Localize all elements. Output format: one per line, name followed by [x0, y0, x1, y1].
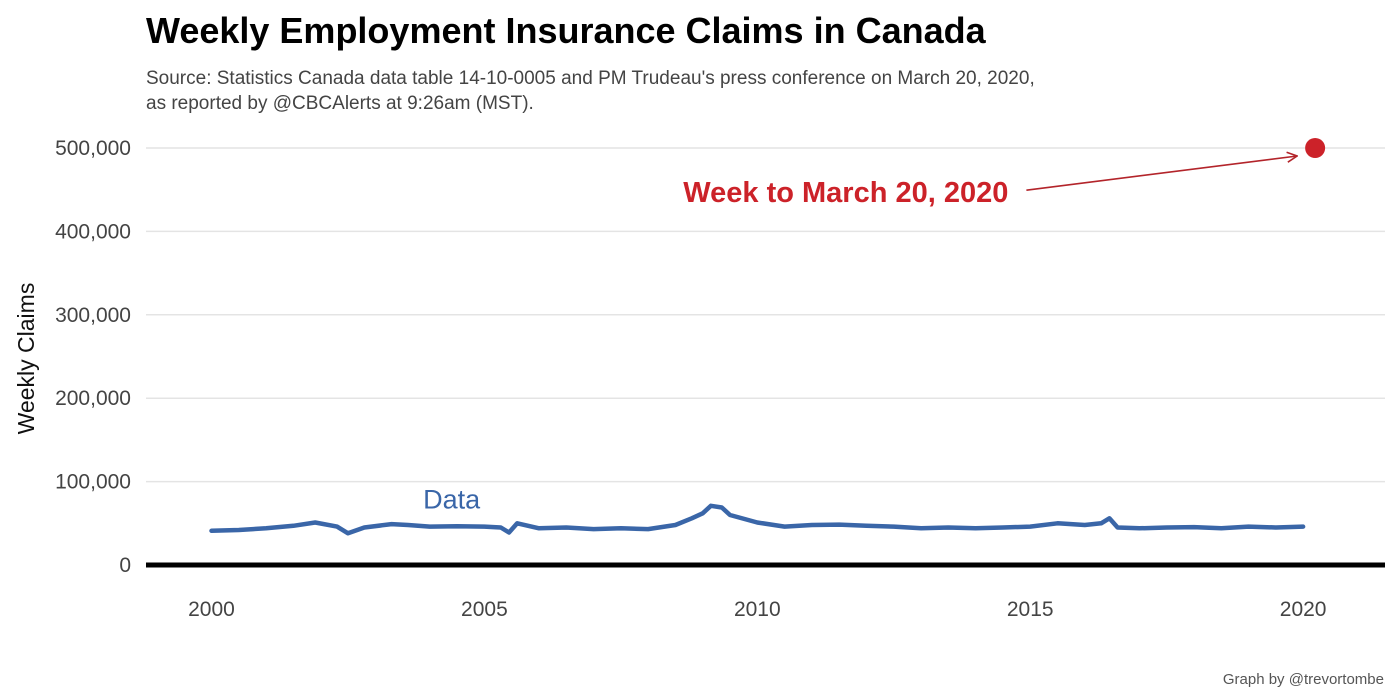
annotation-arrow: [1026, 156, 1297, 191]
y-tick-label: 300,000: [55, 304, 131, 327]
x-tick-label: 2020: [1280, 598, 1327, 621]
y-tick-label: 200,000: [55, 387, 131, 410]
x-tick-label: 2015: [1007, 598, 1054, 621]
y-tick-label: 0: [119, 554, 131, 577]
chart-title: Weekly Employment Insurance Claims in Ca…: [146, 10, 986, 51]
y-tick-label: 400,000: [55, 220, 131, 243]
subtitle-line-1: Source: Statistics Canada data table 14-…: [146, 68, 1035, 89]
annotation-label: Week to March 20, 2020: [683, 177, 1008, 209]
series-label: Data: [423, 484, 481, 514]
highlight-point: [1305, 138, 1326, 158]
x-tick-label: 2000: [188, 598, 235, 621]
y-axis-title: Weekly Claims: [13, 283, 39, 435]
chart-subtitle: Source: Statistics Canada data table 14-…: [146, 66, 1035, 116]
series-line: [209, 503, 1306, 536]
subtitle-line-2: as reported by @CBCAlerts at 9:26am (MST…: [146, 93, 534, 114]
y-tick-label: 100,000: [55, 471, 131, 494]
x-tick-label: 2005: [461, 598, 508, 621]
y-tick-label: 500,000: [55, 137, 131, 160]
chart-caption: Graph by @trevortombe: [1222, 671, 1384, 688]
x-tick-label: 2010: [734, 598, 781, 621]
